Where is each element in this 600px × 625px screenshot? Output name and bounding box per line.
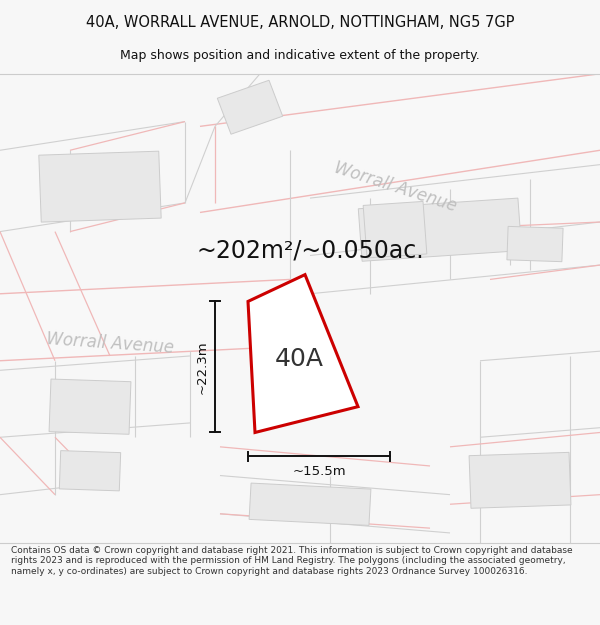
Text: 40A, WORRALL AVENUE, ARNOLD, NOTTINGHAM, NG5 7GP: 40A, WORRALL AVENUE, ARNOLD, NOTTINGHAM,… (86, 14, 514, 29)
Text: Worrall Avenue: Worrall Avenue (331, 158, 458, 215)
Text: ~22.3m: ~22.3m (196, 340, 209, 394)
Polygon shape (249, 483, 371, 526)
Polygon shape (358, 198, 522, 261)
Polygon shape (469, 452, 571, 508)
Text: Map shows position and indicative extent of the property.: Map shows position and indicative extent… (120, 49, 480, 62)
Polygon shape (258, 296, 350, 416)
Polygon shape (59, 451, 121, 491)
Text: ~15.5m: ~15.5m (292, 465, 346, 478)
Text: ~202m²/~0.050ac.: ~202m²/~0.050ac. (196, 239, 424, 262)
Text: 40A: 40A (275, 347, 324, 371)
Polygon shape (0, 279, 290, 361)
Polygon shape (248, 274, 358, 432)
Polygon shape (200, 74, 600, 213)
Polygon shape (217, 80, 283, 134)
Text: Contains OS data © Crown copyright and database right 2021. This information is : Contains OS data © Crown copyright and d… (11, 546, 572, 576)
Polygon shape (39, 151, 161, 222)
Polygon shape (507, 226, 563, 262)
Polygon shape (363, 201, 427, 258)
Text: Worrall Avenue: Worrall Avenue (46, 330, 175, 357)
Polygon shape (49, 379, 131, 434)
